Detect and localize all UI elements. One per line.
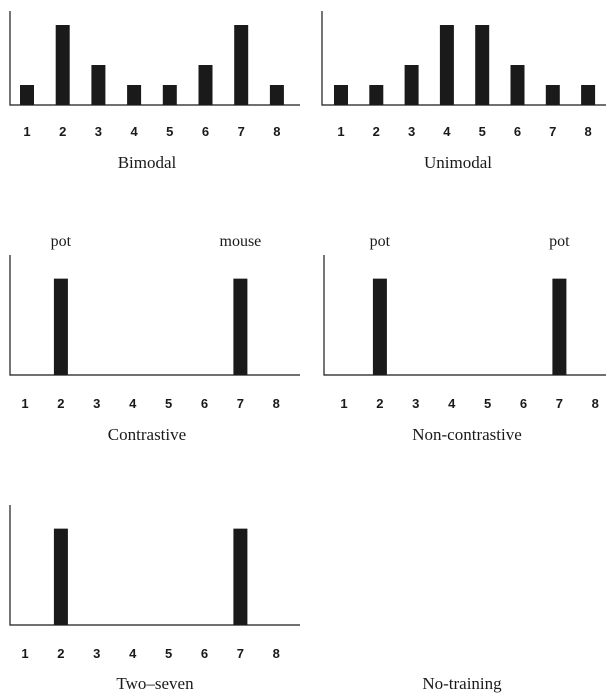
panel-3-tick-label-2: 2 [57,396,64,411]
panel-5-tick-label-7: 7 [237,646,244,661]
panel-1-bar-8 [269,85,284,105]
panel-1-axes [9,11,300,106]
panel-3-tick-label-1: 1 [21,396,28,411]
panel-2-tick-label-2: 2 [373,124,380,139]
panel-1-tick-label-2: 2 [59,124,66,139]
panel-2-tick-label-6: 6 [514,124,521,139]
panel-3-caption: Contrastive [108,425,186,444]
panel-4-tick-label-3: 3 [412,396,419,411]
panel-2-bar-5 [475,25,490,105]
panel-4-caption: Non-contrastive [412,425,522,444]
panel-2-tick-label-4: 4 [443,124,451,139]
panel-2-bar-7 [545,85,560,105]
panel-2-tick-label-1: 1 [337,124,344,139]
panel-2-tick-label-5: 5 [479,124,486,139]
panel-2-tick-label-3: 3 [408,124,415,139]
panel-2-tick-label-8: 8 [584,124,591,139]
panel-5-bar-2 [53,528,68,625]
panel-3-annotation-2: mouse [220,233,262,250]
panel-1-bar-1 [20,85,34,105]
panel-4-tick-label-1: 1 [340,396,347,411]
panel-4-annotation-2: pot [549,233,570,250]
panel-6-caption: No-training [422,674,502,693]
panel-1-bar-4 [127,85,142,105]
panel-4-tick-label-6: 6 [520,396,527,411]
panel-1-caption: Bimodal [118,153,177,172]
panel-1-tick-label-6: 6 [202,124,209,139]
panel-5-bar-7 [233,528,248,625]
panel-4-bar-2 [372,278,387,375]
panel-5-tick-label-3: 3 [93,646,100,661]
panel-5-tick-label-1: 1 [21,646,28,661]
panel-1-bar-2 [55,25,70,105]
panel-1-tick-label-1: 1 [23,124,30,139]
panel-3-tick-label-5: 5 [165,396,172,411]
panel-2-axes [321,11,606,106]
panel-2-caption: Unimodal [424,153,492,172]
panel-3-tick-label-4: 4 [129,396,137,411]
panel-1-bar-6 [198,65,213,105]
panel-4-tick-label-7: 7 [556,396,563,411]
panel-5-tick-label-2: 2 [57,646,64,661]
panel-5-tick-label-5: 5 [165,646,172,661]
panel-5-tick-label-4: 4 [129,646,137,661]
panel-1-bar-5 [162,85,177,105]
panel-1-bar-7 [234,25,249,105]
panel-2-tick-label-7: 7 [549,124,556,139]
panel-4-annotation-1: pot [370,233,391,250]
panel-1-tick-label-8: 8 [273,124,280,139]
panel-4-tick-label-8: 8 [592,396,599,411]
panel-1-tick-label-4: 4 [130,124,138,139]
panel-3-tick-label-6: 6 [201,396,208,411]
panel-5-tick-label-6: 6 [201,646,208,661]
panel-4-tick-label-4: 4 [448,396,456,411]
panel-4-bar-7 [552,278,567,375]
panel-3-tick-label-3: 3 [93,396,100,411]
panel-3-bar-2 [53,278,68,375]
panel-4-axes [323,255,606,376]
panel-1-bar-3 [91,65,106,105]
panel-3-annotation-1: pot [51,233,72,250]
panel-2-bar-1 [334,85,348,105]
panel-2-bar-4 [439,25,454,105]
panel-1-tick-label-3: 3 [95,124,102,139]
panel-5-caption: Two–seven [116,674,194,693]
panel-3-axes [9,255,300,376]
panel-4-tick-label-2: 2 [376,396,383,411]
panel-2-bar-3 [404,65,419,105]
panel-5-axes [9,505,300,626]
panel-3-tick-label-7: 7 [237,396,244,411]
panel-2-bar-8 [581,85,596,105]
panel-2-bar-6 [510,65,525,105]
panel-3-bar-7 [233,278,248,375]
panel-2-bar-2 [369,85,384,105]
panel-4-tick-label-5: 5 [484,396,491,411]
panel-5-tick-label-8: 8 [273,646,280,661]
panel-1-tick-label-5: 5 [166,124,173,139]
panel-3-tick-label-8: 8 [273,396,280,411]
panel-1-tick-label-7: 7 [238,124,245,139]
